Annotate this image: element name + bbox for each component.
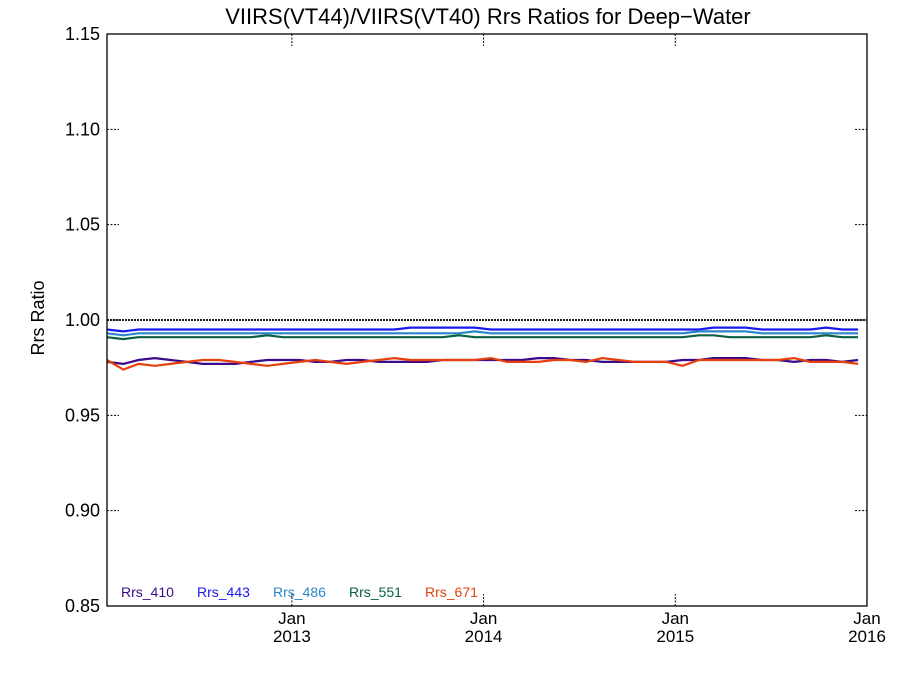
legend-item-Rrs_443: Rrs_443: [197, 584, 250, 600]
x-tick-year: 2013: [273, 627, 311, 646]
legend-item-Rrs_410: Rrs_410: [121, 584, 174, 600]
plot-frame: [106, 33, 868, 607]
x-tick-month: Jan: [853, 609, 880, 628]
chart-title: VIIRS(VT44)/VIIRS(VT40) Rrs Ratios for D…: [225, 4, 751, 29]
y-tick-label: 0.95: [65, 405, 100, 425]
series-line-Rrs_443: [106, 326, 859, 333]
x-tick-month: Jan: [278, 609, 305, 628]
legend-item-Rrs_486: Rrs_486: [273, 584, 326, 600]
y-tick-label: 1.00: [65, 310, 100, 330]
series-line-Rrs_486: [106, 330, 859, 337]
series-lines: [106, 326, 859, 371]
x-tick-month: Jan: [662, 609, 689, 628]
legend: Rrs_410 Rrs_443 Rrs_486 Rrs_551 Rrs_671: [121, 584, 478, 600]
x-tick-month: Jan: [470, 609, 497, 628]
x-tick-year: 2014: [465, 627, 503, 646]
legend-item-Rrs_671: Rrs_671: [425, 584, 478, 600]
x-tick-year: 2016: [848, 627, 886, 646]
y-tick-label: 0.90: [65, 501, 100, 521]
y-tick-labels: 0.85 0.90 0.95 1.00 1.05 1.10 1.15: [65, 24, 100, 616]
series-line-Rrs_671: [106, 357, 859, 371]
y-axis-label: Rrs Ratio: [28, 280, 48, 355]
y-tick-label: 1.10: [65, 119, 100, 139]
legend-item-Rrs_551: Rrs_551: [349, 584, 402, 600]
series-line-Rrs_551: [106, 334, 859, 341]
y-tick-label: 1.05: [65, 215, 100, 235]
y-tick-label: 1.15: [65, 24, 100, 44]
x-tick-year: 2015: [656, 627, 694, 646]
y-tick-label: 0.85: [65, 596, 100, 616]
